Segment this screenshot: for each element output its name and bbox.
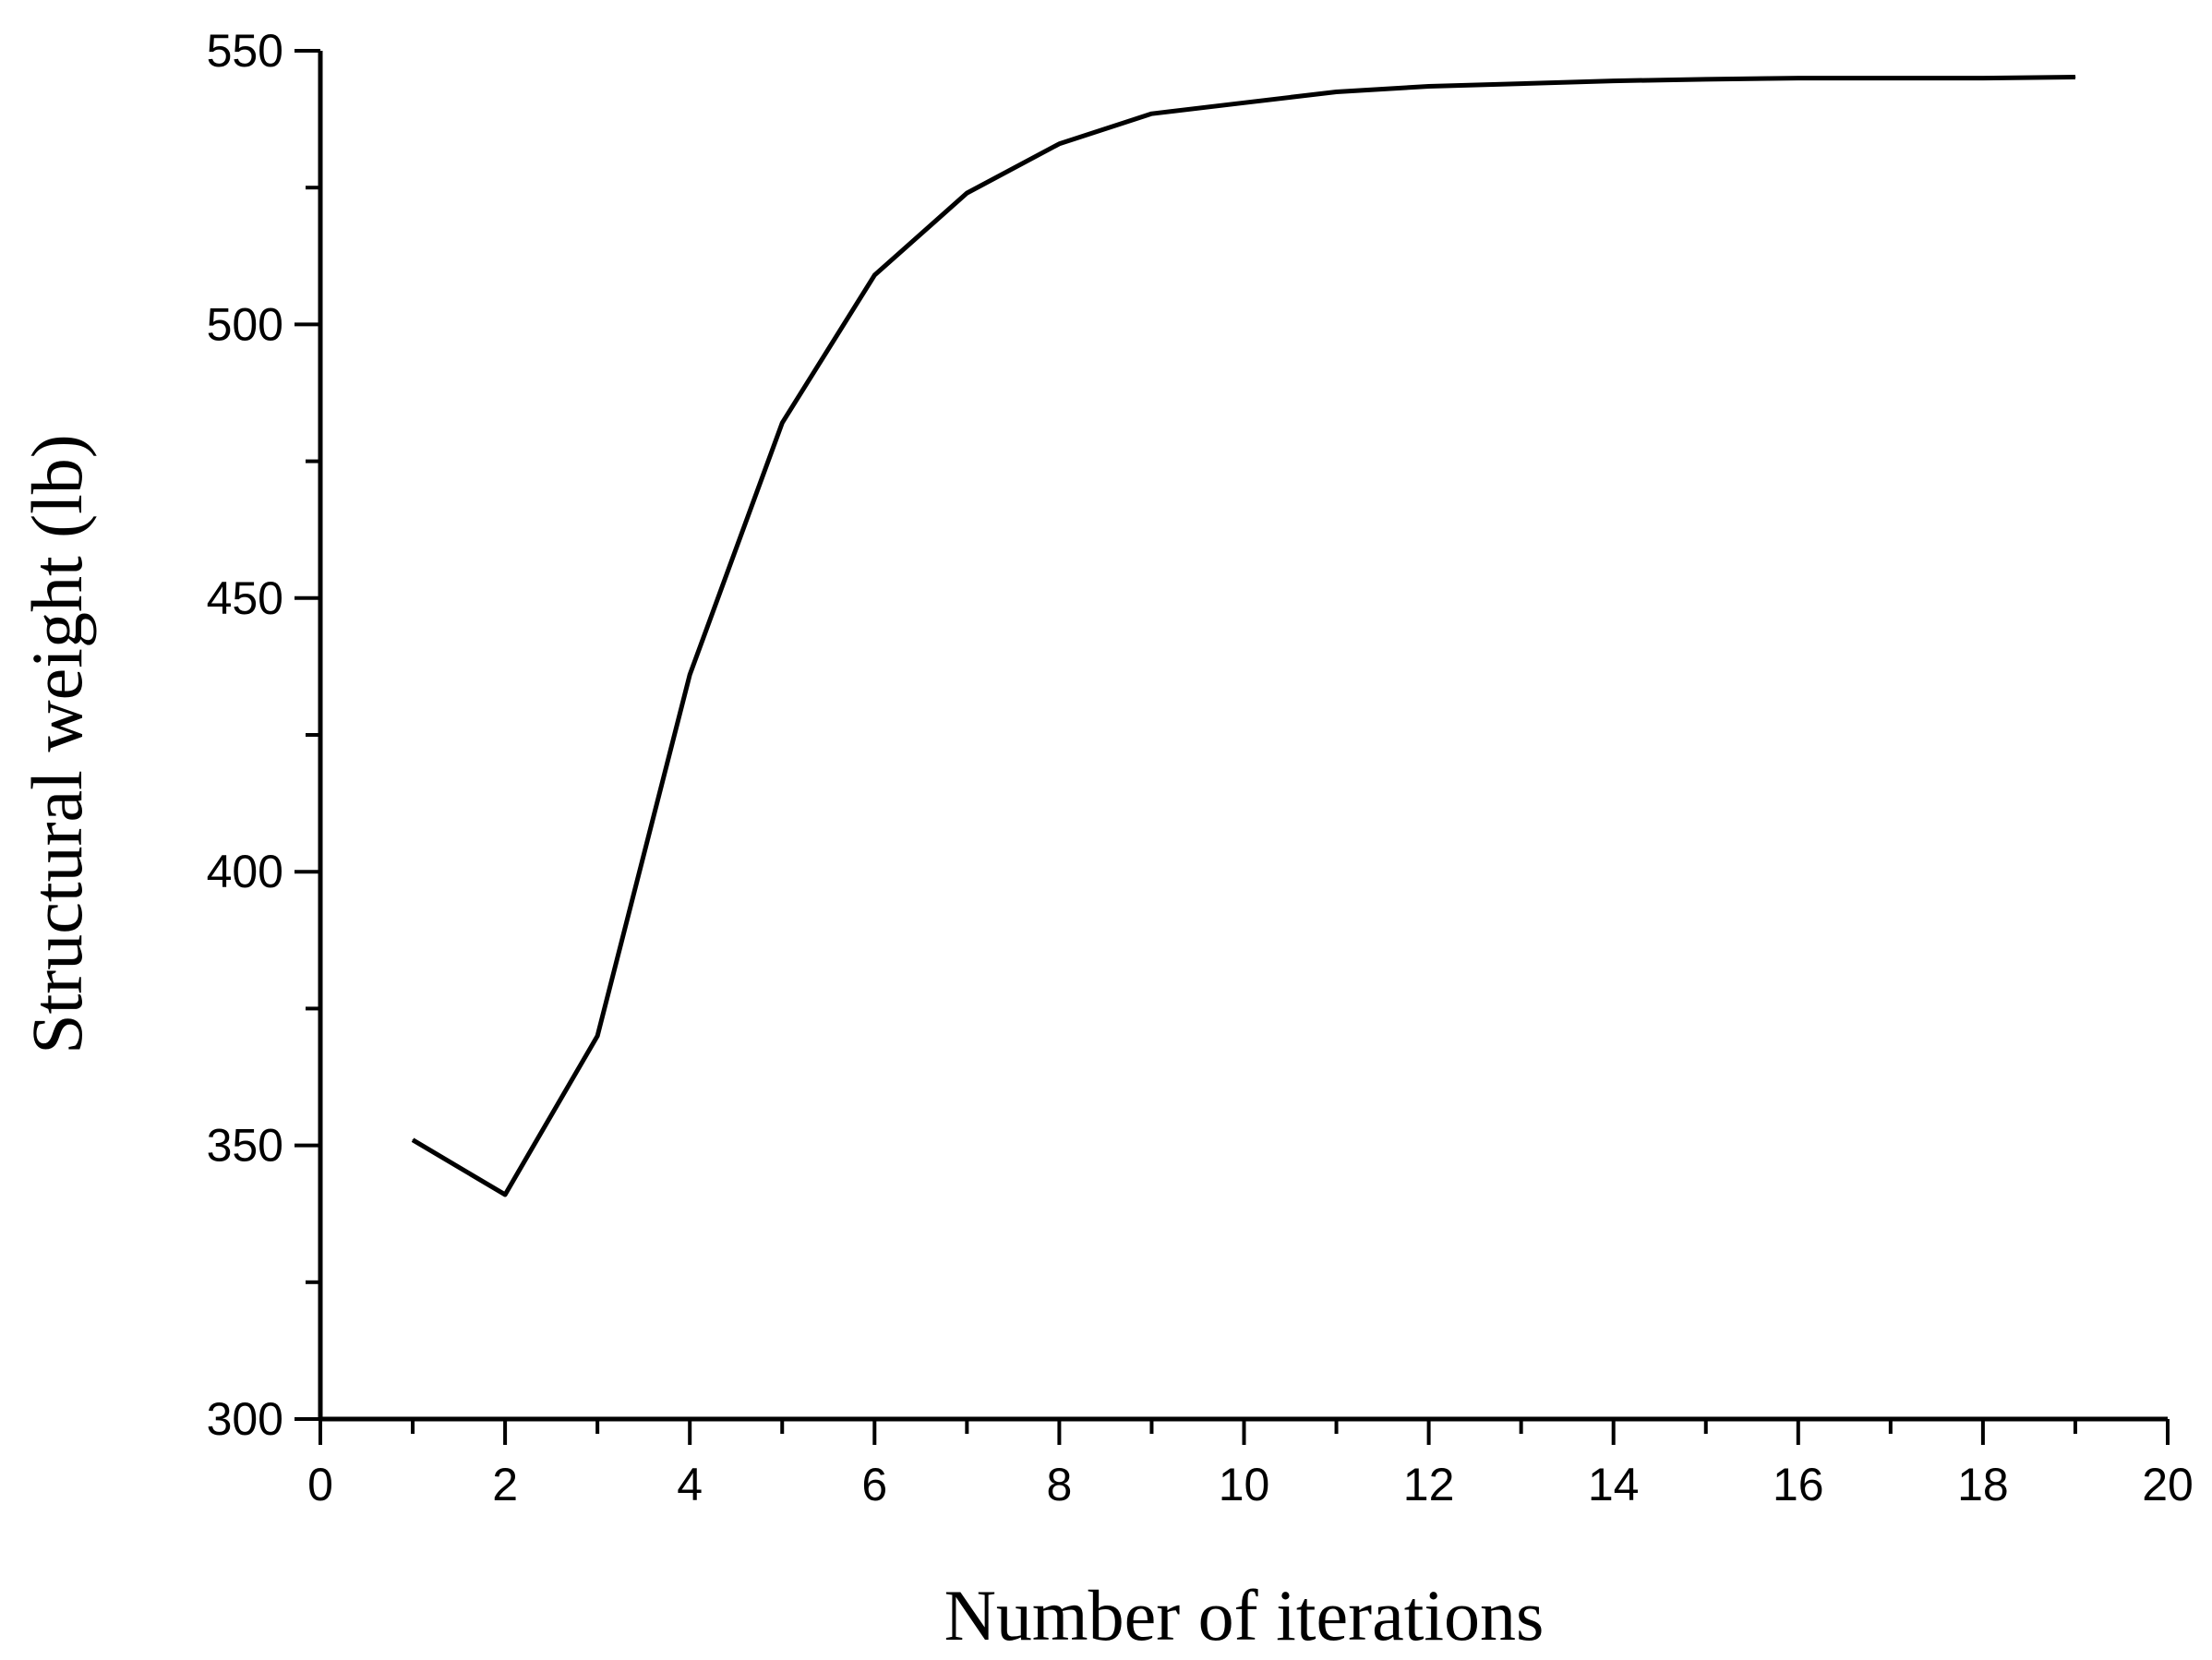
data-point (1336, 90, 1338, 92)
data-point (781, 422, 783, 424)
x-tick-label: 14 (1588, 1459, 1640, 1510)
y-tick-label: 400 (207, 846, 283, 897)
y-tick-label: 300 (207, 1393, 283, 1445)
data-point (1613, 80, 1615, 82)
x-tick-label: 0 (307, 1459, 333, 1510)
data-point (596, 1035, 598, 1037)
data-point (504, 1194, 506, 1196)
data-point (966, 192, 968, 194)
x-tick-label: 8 (1046, 1459, 1072, 1510)
data-point (1705, 78, 1707, 80)
y-tick-label: 450 (207, 572, 283, 624)
x-tick-label: 12 (1403, 1459, 1455, 1510)
series-line (411, 74, 2075, 1197)
data-point (873, 274, 875, 276)
data-point (2074, 76, 2076, 78)
data-point (1428, 86, 1430, 88)
x-axis: 0 2 4 6 8 10 12 14 16 18 20 (307, 1416, 2194, 1510)
x-axis-title: Number of iterations (944, 1575, 1545, 1655)
data-point (689, 674, 691, 676)
x-tick-label: 10 (1219, 1459, 1270, 1510)
y-axis: 300 350 400 450 500 550 (207, 25, 323, 1445)
y-tick-label: 500 (207, 298, 283, 350)
data-point (1058, 143, 1060, 145)
x-tick-label: 4 (677, 1459, 703, 1510)
y-tick-label: 550 (207, 25, 283, 77)
x-tick-label: 2 (492, 1459, 518, 1510)
x-tick-label: 6 (861, 1459, 887, 1510)
data-point (412, 1139, 414, 1141)
x-tick-label: 18 (1957, 1459, 2009, 1510)
x-tick-label: 20 (2142, 1459, 2194, 1510)
series-group (411, 74, 2076, 1197)
x-tick-label: 16 (1773, 1459, 1824, 1510)
y-axis-title: Structural weight (lb) (17, 434, 97, 1054)
y-tick-label: 350 (207, 1120, 283, 1172)
